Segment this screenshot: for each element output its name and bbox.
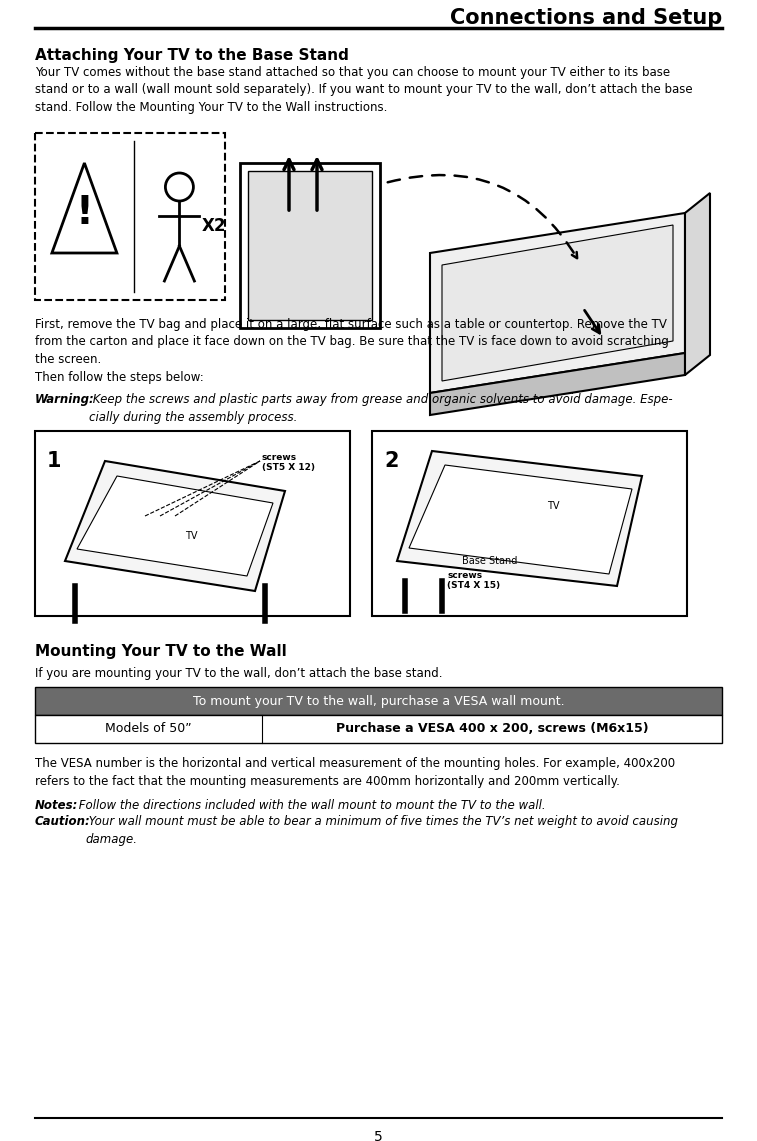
Text: Notes:: Notes: [35,799,79,812]
Text: Warning:: Warning: [35,393,95,406]
FancyBboxPatch shape [35,687,722,715]
Text: 1: 1 [47,451,61,471]
FancyBboxPatch shape [35,431,350,616]
Text: First, remove the TV bag and place it on a large, flat surface such as a table o: First, remove the TV bag and place it on… [35,318,669,383]
Text: Attaching Your TV to the Base Stand: Attaching Your TV to the Base Stand [35,48,349,63]
Text: X2: X2 [201,217,226,235]
Text: Caution:: Caution: [35,815,91,828]
Text: 5: 5 [374,1130,383,1141]
Polygon shape [442,225,673,381]
FancyBboxPatch shape [240,163,380,327]
Text: !: ! [76,194,93,232]
Text: 2: 2 [384,451,398,471]
FancyBboxPatch shape [372,431,687,616]
Text: Base Stand: Base Stand [462,556,517,566]
Text: Connections and Setup: Connections and Setup [450,8,722,29]
Polygon shape [77,476,273,576]
Polygon shape [430,213,685,393]
Text: Follow the directions included with the wall mount to mount the TV to the wall.: Follow the directions included with the … [75,799,546,812]
Text: Purchase a VESA 400 x 200, screws (M6x15): Purchase a VESA 400 x 200, screws (M6x15… [335,722,648,736]
FancyBboxPatch shape [35,715,722,743]
Polygon shape [685,193,710,375]
Text: If you are mounting your TV to the wall, don’t attach the base stand.: If you are mounting your TV to the wall,… [35,667,443,680]
Polygon shape [430,353,685,415]
Text: The VESA number is the horizontal and vertical measurement of the mounting holes: The VESA number is the horizontal and ve… [35,756,675,787]
Text: Mounting Your TV to the Wall: Mounting Your TV to the Wall [35,644,287,659]
Text: Keep the screws and plastic parts away from grease and organic solvents to avoid: Keep the screws and plastic parts away f… [89,393,673,423]
Text: screws
(ST5 X 12): screws (ST5 X 12) [262,453,315,472]
Text: TV: TV [185,531,198,541]
Text: screws
(ST4 X 15): screws (ST4 X 15) [447,570,500,590]
Text: Your wall mount must be able to bear a minimum of five times the TV’s net weight: Your wall mount must be able to bear a m… [85,815,678,845]
Text: To mount your TV to the wall, purchase a VESA wall mount.: To mount your TV to the wall, purchase a… [193,695,564,707]
Polygon shape [65,461,285,591]
Polygon shape [397,451,642,586]
Text: Your TV comes without the base stand attached so that you can choose to mount yo: Your TV comes without the base stand att… [35,66,693,114]
Polygon shape [409,466,632,574]
Text: TV: TV [547,501,559,511]
FancyBboxPatch shape [248,171,372,319]
Text: Models of 50”: Models of 50” [105,722,192,736]
